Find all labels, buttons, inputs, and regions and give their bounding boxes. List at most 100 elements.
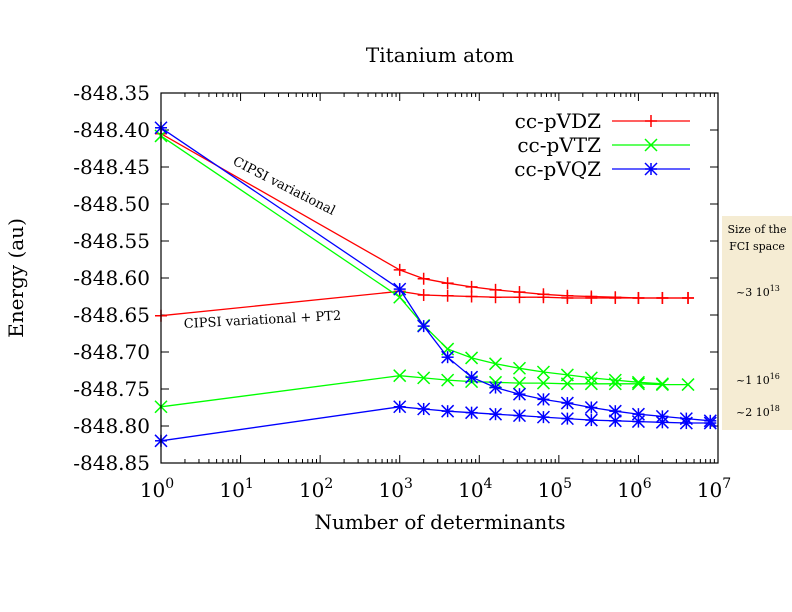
- marker-stroke: [655, 409, 669, 423]
- data-point-cc-pvdz: [656, 291, 669, 304]
- marker-stroke: [536, 365, 550, 379]
- data-point-cc-pvdz: [561, 289, 574, 302]
- data-point-cc-pvqz: [608, 404, 622, 418]
- legend-label: cc-pVTZ: [517, 133, 601, 157]
- marker-stroke: [417, 371, 431, 385]
- y-tick-label: -848.85: [73, 451, 150, 475]
- data-point-cc-pvtz: [560, 368, 574, 382]
- data-point-cc-pvdz: [489, 283, 502, 296]
- data-point-cc-pvqz: [560, 396, 574, 410]
- data-point-cc-pvqz: [488, 380, 503, 395]
- data-point-cc-pvqz: [631, 407, 645, 421]
- marker-stroke: [608, 414, 622, 428]
- data-point-cc-pvqz: [584, 413, 598, 427]
- data-point-cc-pvtz: [631, 375, 645, 389]
- marker-stroke: [536, 392, 550, 406]
- plot-area-border: [160, 92, 719, 464]
- y-tick-label: -848.55: [73, 229, 150, 253]
- data-point-cc-pvtz: [681, 378, 695, 392]
- marker-stroke: [417, 319, 431, 333]
- legend-label: cc-pVDZ: [515, 109, 601, 133]
- y-tick-label: -848.35: [73, 81, 150, 105]
- marker-stroke: [465, 406, 479, 420]
- fci-size-value: ~1 1016: [736, 372, 780, 387]
- data-point-cc-pvdz: [609, 291, 622, 304]
- marker-stroke: [488, 357, 503, 371]
- data-point-cc-pvtz: [417, 371, 431, 385]
- y-axis-label: Energy (au): [4, 218, 28, 338]
- legend-marker: [644, 138, 658, 152]
- data-point-cc-pvqz: [417, 319, 431, 333]
- marker-stroke: [393, 400, 407, 414]
- fci-box-header-line2: FCI space: [729, 240, 785, 253]
- marker-stroke: [512, 409, 527, 423]
- data-point-cc-pvtz: [584, 371, 598, 385]
- marker-stroke: [465, 351, 479, 365]
- y-tick-label: -848.70: [73, 340, 150, 364]
- marker-stroke: [441, 404, 455, 418]
- data-point-cc-pvdz: [513, 286, 526, 299]
- legend-marker: [645, 115, 657, 127]
- x-axis-label: Number of determinants: [314, 510, 565, 534]
- data-point-cc-pvdz: [441, 289, 454, 302]
- fci-size-value: ~2 1018: [736, 404, 780, 419]
- marker-stroke: [631, 407, 645, 421]
- data-point-cc-pvqz: [465, 370, 479, 384]
- marker-stroke: [631, 375, 645, 389]
- data-point-cc-pvtz: [584, 377, 598, 391]
- x-tick-label: 103: [379, 476, 413, 502]
- marker-stroke: [488, 380, 503, 395]
- data-point-cc-pvqz: [679, 412, 693, 426]
- data-point-cc-pvqz: [560, 412, 574, 426]
- marker-stroke: [608, 377, 622, 391]
- data-point-cc-pvtz: [465, 351, 479, 365]
- data-point-cc-pvtz: [536, 365, 550, 379]
- fci-size-value: ~3 1013: [736, 284, 780, 299]
- marker-stroke: [512, 387, 527, 401]
- marker-stroke: [512, 361, 527, 375]
- data-point-cc-pvtz: [393, 369, 407, 383]
- data-point-cc-pvqz: [393, 400, 407, 414]
- data-point-cc-pvdz: [417, 289, 430, 302]
- y-tick-label: -848.40: [73, 118, 150, 142]
- chart-title: Titanium atom: [366, 43, 514, 67]
- marker-stroke: [441, 373, 455, 387]
- data-point-cc-pvdz: [537, 288, 550, 301]
- data-point-cc-pvdz: [417, 272, 430, 285]
- marker-stroke: [512, 376, 527, 390]
- marker-stroke: [560, 412, 574, 426]
- marker-stroke: [417, 402, 431, 416]
- data-point-cc-pvtz: [488, 357, 503, 371]
- y-tick-label: -848.60: [73, 266, 150, 290]
- y-tick-label: -848.50: [73, 192, 150, 216]
- legend-marker: [644, 162, 658, 176]
- marker-stroke: [441, 350, 455, 364]
- data-point-cc-pvtz: [536, 376, 550, 390]
- data-point-cc-pvdz: [632, 291, 645, 304]
- data-point-cc-pvqz: [417, 402, 431, 416]
- marker-stroke: [681, 378, 695, 392]
- data-point-cc-pvqz: [393, 282, 407, 296]
- data-point-cc-pvdz: [682, 291, 695, 304]
- marker-stroke: [584, 413, 598, 427]
- data-point-cc-pvdz: [585, 290, 598, 303]
- data-point-cc-pvdz: [465, 280, 478, 293]
- data-point-cc-pvtz: [512, 361, 527, 375]
- marker-stroke: [655, 377, 669, 391]
- marker-stroke: [536, 410, 550, 424]
- y-tick-label: -848.80: [73, 414, 150, 438]
- marker-stroke: [584, 377, 598, 391]
- data-point-cc-pvtz: [631, 377, 645, 391]
- data-point-cc-pvqz: [441, 350, 455, 364]
- data-point-cc-pvqz: [703, 414, 717, 428]
- data-point-cc-pvqz: [512, 387, 527, 401]
- data-point-cc-pvqz: [488, 407, 503, 421]
- axis-ticks: -848.35 -848.40 -848.45 -848.50 -848.55 -848.…: [73, 81, 731, 502]
- marker-stroke: [644, 162, 658, 176]
- marker-stroke: [679, 412, 693, 426]
- marker-stroke: [560, 396, 574, 410]
- data-point-cc-pvqz: [465, 406, 479, 420]
